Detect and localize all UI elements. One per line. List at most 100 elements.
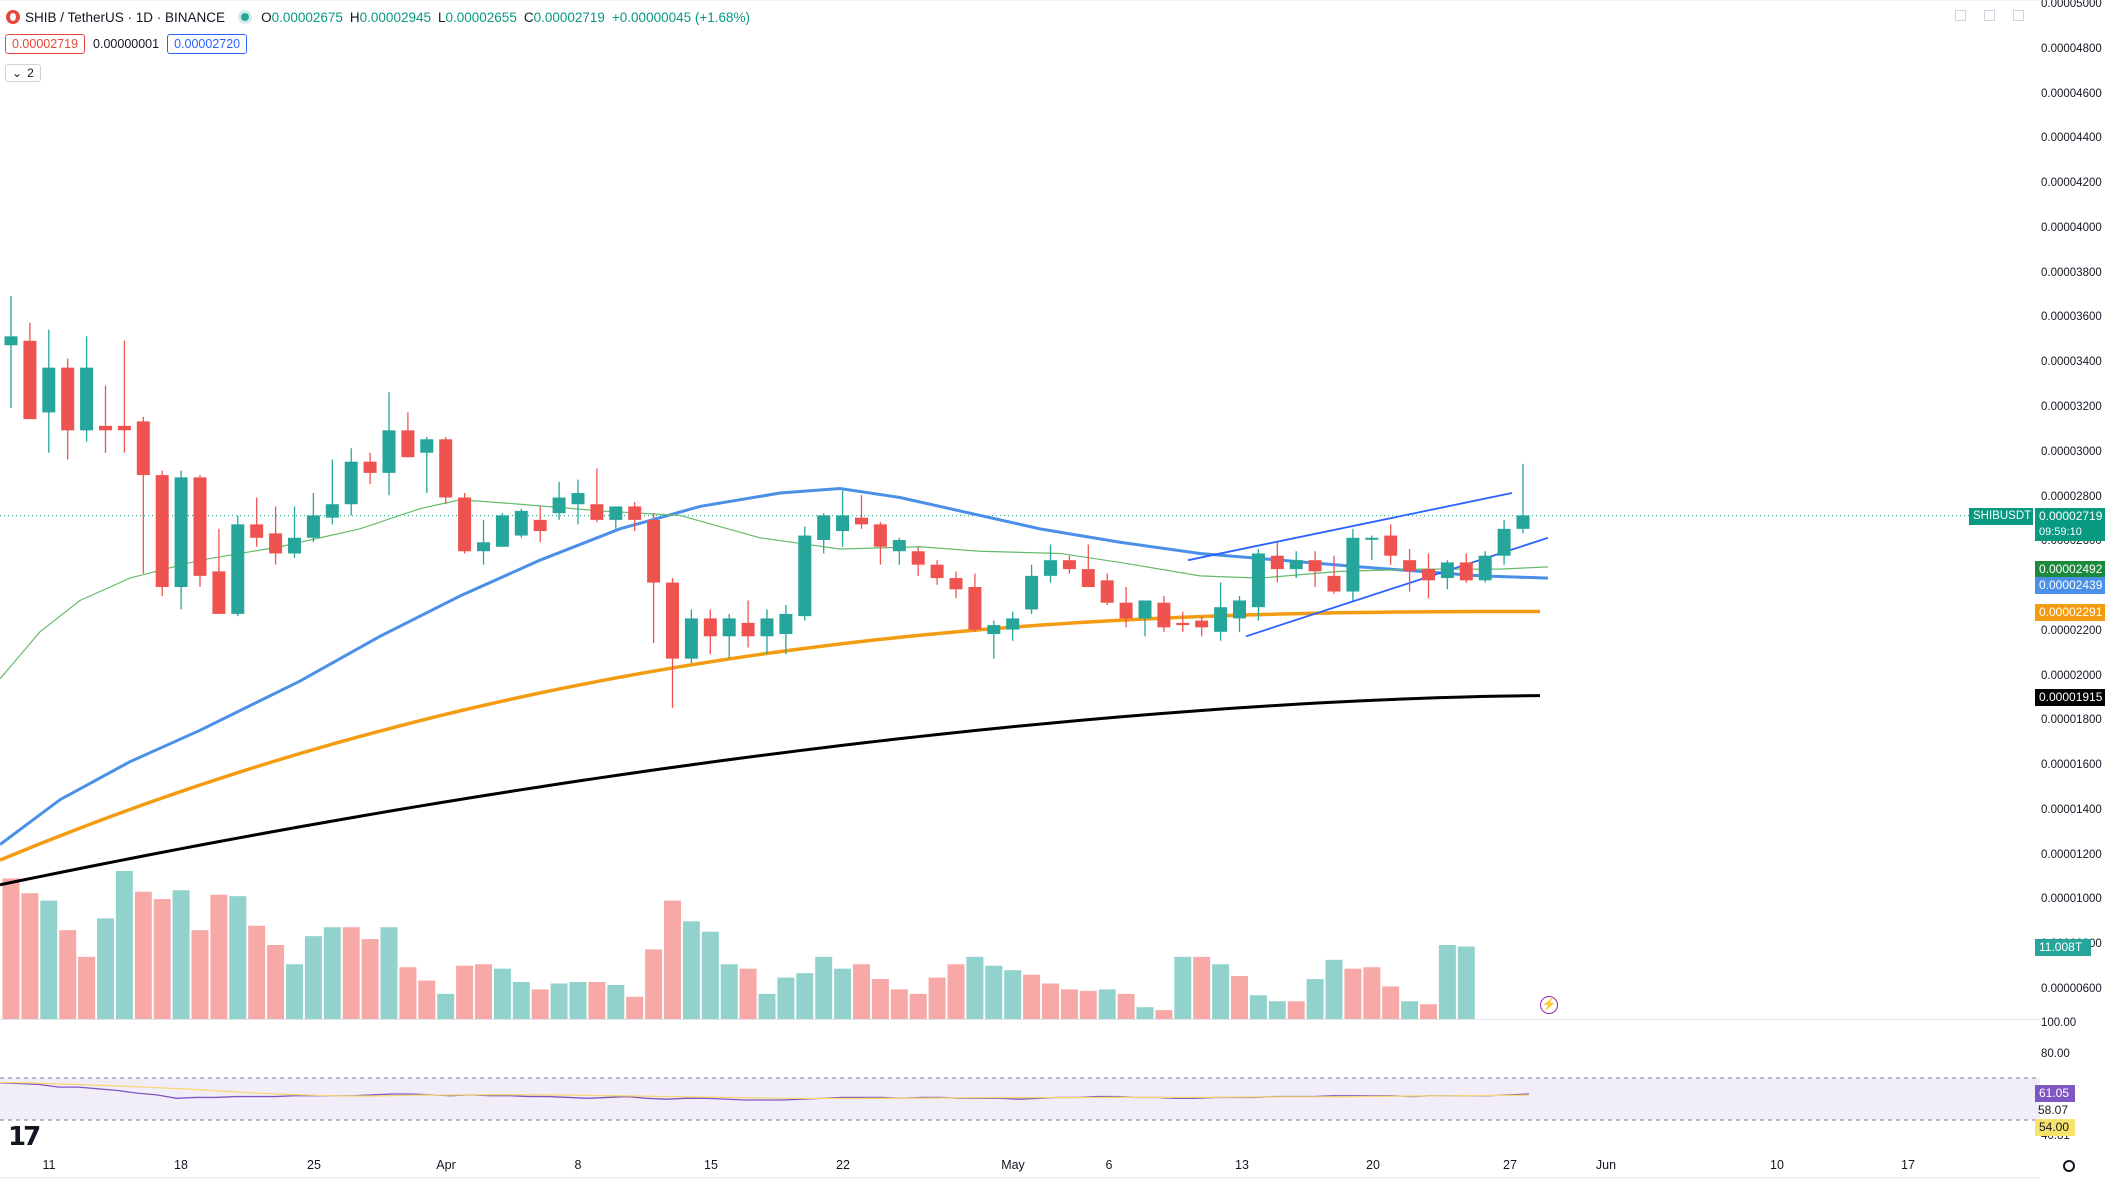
candle-body <box>1365 537 1379 540</box>
candle-body <box>250 524 264 538</box>
volume-bar <box>834 968 852 1019</box>
candle-body <box>458 497 472 552</box>
panel-separator[interactable] <box>0 1019 2040 1020</box>
volume-bar <box>1438 945 1456 1019</box>
candle-body <box>269 533 283 554</box>
low-value: L0.00002655 <box>437 9 517 25</box>
volume-bar <box>626 996 644 1019</box>
candle-body <box>288 537 301 554</box>
volume-bar <box>739 968 757 1019</box>
sell-button[interactable]: 0.00002719 <box>5 34 86 54</box>
candle-body <box>817 515 831 541</box>
price-axis-label: 0.00001600 <box>2041 759 2102 772</box>
buy-button[interactable]: 0.00002720 <box>167 34 248 54</box>
channel-upper-line <box>1187 492 1513 562</box>
candle-body <box>798 535 812 617</box>
settings-gear-icon[interactable] <box>2063 1160 2075 1172</box>
flash-icon[interactable]: ⚡ <box>1540 996 1558 1014</box>
indicators-count: 2 <box>27 66 34 80</box>
indicators-toggle[interactable]: ⌄ 2 <box>5 64 41 82</box>
candle-body <box>609 506 623 520</box>
time-axis-label: 22 <box>836 1158 850 1172</box>
candle-body <box>1062 560 1076 570</box>
candle-body <box>533 519 547 532</box>
candle-body <box>363 461 377 473</box>
volume-bar <box>890 989 908 1019</box>
time-axis-label: 10 <box>1770 1158 1784 1172</box>
candle-body <box>401 430 415 458</box>
rsi-axis-label: 100.00 <box>2041 1017 2077 1029</box>
candle-body <box>779 613 793 635</box>
time-axis-label: 8 <box>574 1158 582 1172</box>
candle-body <box>1270 555 1284 570</box>
volume-bar <box>758 993 776 1019</box>
candle-body <box>1157 602 1171 628</box>
price-axis-label: 0.00003400 <box>2041 356 2102 369</box>
ma-black-tag: 0.00001915 <box>2035 689 2105 706</box>
candle-body <box>1006 618 1020 630</box>
candle-body <box>136 421 150 476</box>
candle-body <box>80 367 94 431</box>
candle-body <box>1195 620 1209 628</box>
volume-bar <box>475 964 492 1019</box>
candle-body <box>628 506 642 520</box>
volume-bar <box>1363 967 1381 1019</box>
volume-bar <box>172 890 190 1019</box>
price-axis-label: 0.00001800 <box>2041 714 2102 727</box>
candle-body <box>1081 569 1095 588</box>
candle-body <box>4 336 18 346</box>
candle-body <box>1214 607 1228 632</box>
tradingview-logo-icon[interactable]: 17 <box>8 1122 41 1152</box>
volume-bar <box>380 927 398 1019</box>
volume-bar <box>777 977 795 1019</box>
countdown-tag: 09:59:10 <box>2035 524 2105 541</box>
symbol-title[interactable]: SHIB / TetherUS · 1D · BINANCE <box>25 9 226 25</box>
candle-body <box>382 430 396 473</box>
volume-bar <box>21 893 39 1019</box>
candle-body <box>1025 575 1039 610</box>
volume-tag: 11.008T <box>2035 939 2091 956</box>
candle-body <box>1176 622 1190 626</box>
restore-icon[interactable] <box>1984 10 1995 21</box>
volume-bar <box>1231 976 1248 1019</box>
price-axis-label: 0.00003800 <box>2041 266 2102 279</box>
maximize-icon[interactable] <box>1955 10 1966 21</box>
candle-body <box>344 461 358 505</box>
candle-body <box>1119 602 1133 619</box>
volume-bar <box>1457 946 1475 1019</box>
volume-bar <box>342 927 360 1019</box>
volume-bar <box>1193 956 1211 1019</box>
volume-bar <box>1325 959 1343 1019</box>
candle-body <box>1403 560 1417 572</box>
rsi-axis-label: 80.00 <box>2041 1048 2070 1060</box>
time-axis-label: 11 <box>42 1158 56 1172</box>
price-axis-label: 0.00003000 <box>2041 445 2102 458</box>
market-status-icon[interactable] <box>241 13 250 21</box>
candle-body <box>23 340 37 420</box>
candle-body <box>684 618 698 659</box>
fullscreen-icon[interactable] <box>2013 10 2024 21</box>
volume-bar <box>909 993 927 1019</box>
ma-blue-tag: 0.00002439 <box>2035 577 2105 594</box>
time-axis-label: 13 <box>1235 1158 1249 1172</box>
volume-bar <box>1306 979 1324 1019</box>
volume-bar <box>437 993 455 1019</box>
volume-bar <box>1287 1001 1305 1019</box>
candle-body <box>117 425 131 431</box>
rsi-band-tag: 54.00 <box>2035 1119 2075 1136</box>
volume-bar <box>966 956 984 1019</box>
volume-bar <box>323 927 341 1019</box>
candle-body <box>892 540 906 552</box>
candle-body <box>514 510 528 536</box>
candle-body <box>703 618 717 637</box>
candle-body <box>873 524 887 547</box>
volume-bar <box>1079 990 1097 1019</box>
close-value: C0.00002719 <box>523 9 605 25</box>
price-axis-label: 0.00003600 <box>2041 311 2102 324</box>
volume-bar <box>399 967 417 1019</box>
ma-orange-tag: 0.00002291 <box>2035 604 2105 621</box>
candle-body <box>949 578 963 590</box>
volume-bar <box>531 989 549 1019</box>
